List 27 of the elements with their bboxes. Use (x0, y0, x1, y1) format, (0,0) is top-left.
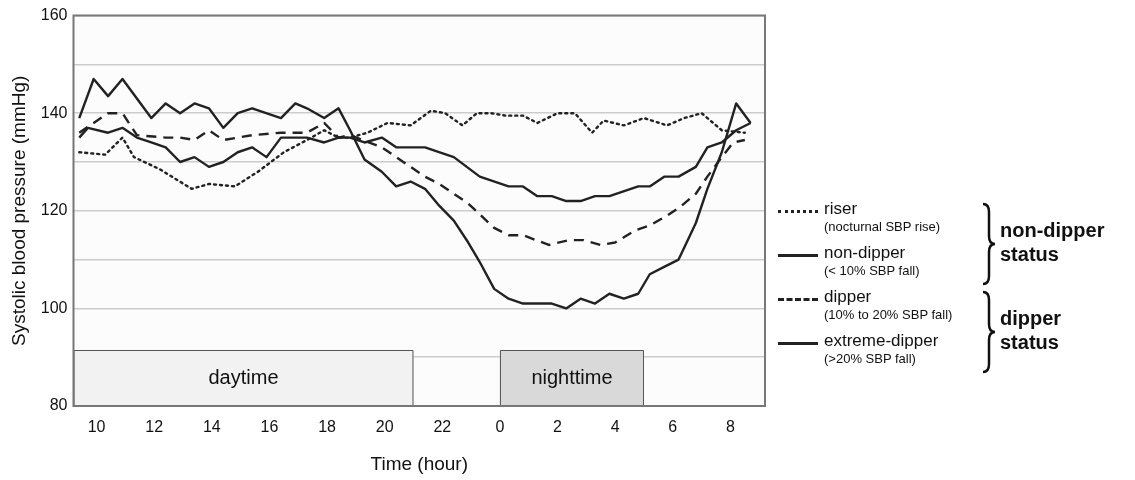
text: non-dipper status (1000, 218, 1106, 266)
x-tick-label: 20 (375, 418, 394, 436)
legend-label: extreme-dipper (>20% SBP fall) (824, 331, 939, 368)
x-tick-label: 12 (145, 418, 164, 436)
legend-label: non-dipper (< 10% SBP fall) (824, 243, 920, 280)
legend-label: dipper (10% to 20% SBP fall) (824, 287, 953, 324)
x-tick-label: 10 (87, 418, 106, 436)
y-tick-label: 160 (40, 6, 68, 24)
x-tick-label: 6 (668, 418, 678, 436)
x-tick-label: 4 (610, 418, 620, 436)
x-tick-label: 0 (495, 418, 505, 436)
y-tick-label: 120 (40, 201, 68, 219)
x-tick-label: 16 (260, 418, 279, 436)
x-axis-title: Time (hour) (370, 452, 468, 474)
y-tick-label: 140 (40, 103, 68, 121)
y-tick-label: 100 (40, 298, 68, 316)
x-tick-label: 8 (725, 418, 735, 436)
x-tick-label: 2 (553, 418, 563, 436)
band-label: nighttime (531, 365, 613, 388)
x-tick-label: 22 (433, 418, 452, 436)
x-tick-label: 14 (202, 418, 221, 436)
y-tick-label: 80 (49, 396, 68, 414)
text: dipper status (1000, 306, 1063, 354)
x-tick-label: 18 (318, 418, 337, 436)
y-axis-title: Systolic blood pressure (mmHg) (7, 75, 29, 346)
band-label: daytime (208, 365, 279, 388)
legend-label: riser (nocturnal SBP rise) (824, 199, 941, 236)
